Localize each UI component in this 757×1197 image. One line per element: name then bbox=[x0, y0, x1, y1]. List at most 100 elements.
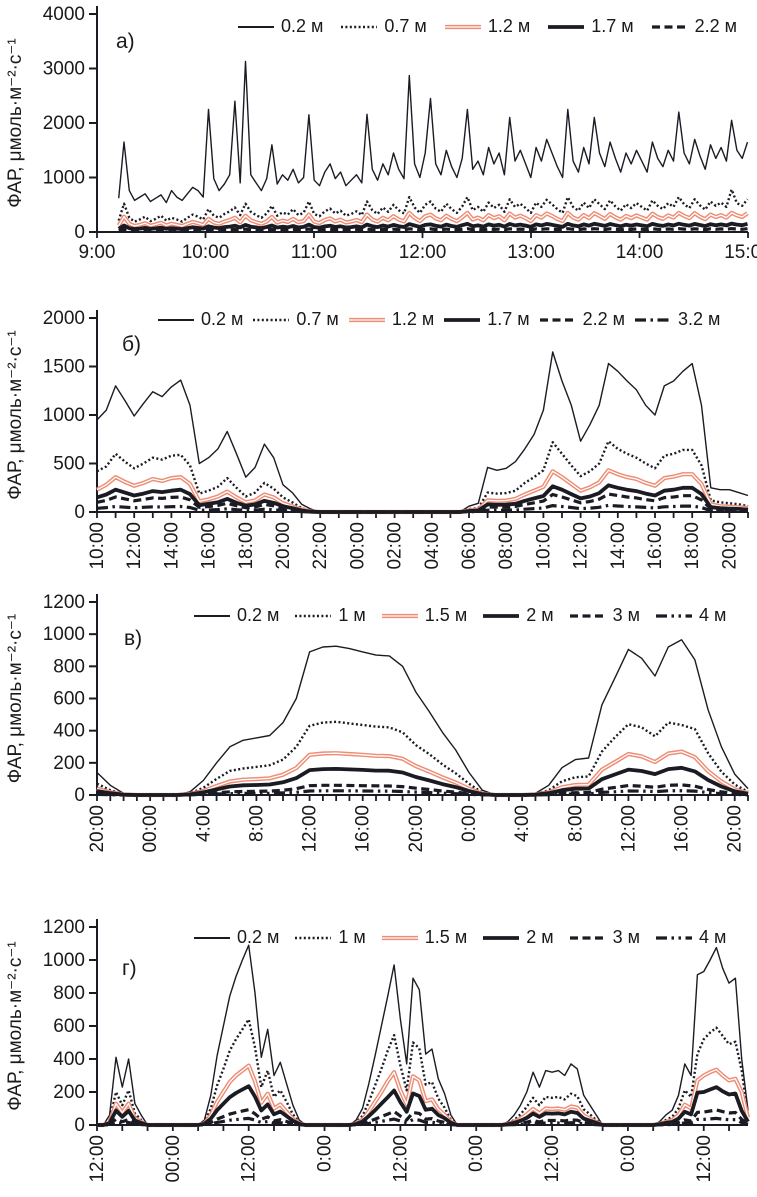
legend-item: 2 м bbox=[481, 605, 554, 626]
legend-swatch-dashed-icon bbox=[569, 613, 606, 618]
legend-label: 1 м bbox=[338, 927, 366, 947]
y-tick-label: 1500 bbox=[43, 357, 85, 378]
x-tick-label: 12:00 bbox=[300, 805, 321, 853]
series-line-core-1.2 м bbox=[118, 212, 748, 227]
series-line-0.2 м bbox=[97, 944, 749, 1126]
legend-label: 1.2 м bbox=[391, 309, 435, 329]
y-tick-label: 800 bbox=[53, 656, 85, 677]
legend-label: 3 м bbox=[612, 605, 640, 625]
y-tick-label: 0 bbox=[74, 785, 85, 806]
x-tick-label: 8:00 bbox=[565, 805, 586, 842]
legend-swatch-thick-icon bbox=[444, 317, 481, 322]
series-line-2 м bbox=[96, 765, 749, 797]
legend-swatch-thick-icon bbox=[548, 24, 585, 29]
x-tick-label: 10:00 bbox=[87, 522, 108, 570]
legend-item: 0.2 м bbox=[192, 927, 279, 948]
legend-label: 1 м bbox=[338, 605, 366, 625]
y-tick-label: 600 bbox=[53, 689, 85, 710]
legend-label: 4 м bbox=[698, 927, 727, 947]
series-line-1.5 м bbox=[97, 1063, 751, 1128]
chart-b-canvas: 0 500 1000 1500 2000 10:00 12:00 14:00 16:00 18:0… bbox=[5, 308, 749, 570]
x-tick-label: 16:00 bbox=[353, 805, 374, 853]
legend-label: 3 м bbox=[612, 927, 640, 947]
x-tick-label: 4:00 bbox=[512, 805, 533, 842]
x-tick-label: 12:00 bbox=[694, 1135, 715, 1183]
x-tick-label: 0:00 bbox=[466, 1135, 487, 1172]
x-tick-label: 4:00 bbox=[193, 805, 214, 842]
x-tick-label: 02:00 bbox=[385, 522, 406, 570]
x-tick-label: 20:00 bbox=[406, 805, 427, 853]
x-tick-label: 12:00 bbox=[239, 1135, 260, 1183]
legend-item: 0.2 м bbox=[156, 309, 243, 330]
legend-swatch-dotted-icon bbox=[295, 614, 332, 617]
x-tick-label: 12:00 bbox=[542, 1135, 563, 1183]
legend-label: 1.7 м bbox=[591, 16, 634, 36]
x-tick-label: 18:00 bbox=[236, 522, 257, 570]
legend-swatch-salmon-icon bbox=[444, 24, 481, 29]
x-tick-label: 14:00 bbox=[161, 522, 182, 570]
x-tick-label: 16:00 bbox=[672, 805, 693, 853]
legend-v: 0.2 м 1 м 1.5 м 2 м 3 м 4 м bbox=[192, 605, 726, 626]
legend-label: 0.2 м bbox=[237, 605, 280, 625]
series-line-2.2 м bbox=[118, 227, 748, 233]
panel-letter-g: г) bbox=[122, 957, 137, 980]
legend-label: 2.2 м bbox=[694, 16, 738, 36]
legend-swatch-thin-icon bbox=[194, 936, 230, 939]
y-tick-label: 400 bbox=[53, 721, 85, 742]
legend-label: 0.7 м bbox=[384, 16, 427, 36]
series-line-0.2 м bbox=[96, 351, 749, 513]
x-tick-label: 06:00 bbox=[459, 522, 480, 570]
y-tick-label: 1000 bbox=[43, 624, 85, 645]
legend-label: 1.5 м bbox=[424, 927, 468, 947]
legend-swatch-thick-icon bbox=[483, 613, 520, 618]
legend-label: 1.5 м bbox=[424, 605, 468, 625]
legend-item: 0.7 м bbox=[251, 309, 339, 330]
y-axis-title: ФАР, μмоль·м⁻²·с⁻¹ bbox=[5, 614, 26, 783]
legend-swatch-salmon-icon bbox=[381, 935, 418, 940]
legend-a: 0.2 м 0.7 м 1.2 м 1.7 м 2.2 м bbox=[236, 16, 737, 37]
series-line-0.2 м bbox=[118, 60, 749, 204]
x-tick-label: 00:00 bbox=[163, 1135, 184, 1183]
x-tick-label: 12:00 bbox=[399, 242, 447, 263]
legend-label: 0.2 м bbox=[237, 927, 280, 947]
y-tick-label: 200 bbox=[53, 1082, 85, 1103]
legend-item: 0.7 м bbox=[339, 16, 427, 37]
x-tick-label: 22:00 bbox=[310, 522, 331, 570]
y-tick-label: 1000 bbox=[43, 950, 85, 971]
legend-item: 0.2 м bbox=[236, 16, 323, 37]
chart-a-canvas: 0 1000 2000 3000 4000 9:00 10:00 11:00 12:00 13:0… bbox=[5, 4, 757, 263]
y-axis-title: ФАР, μмоль·м⁻²·с⁻¹ bbox=[5, 330, 26, 499]
chart-panel-b: б) 0.2 м 0.7 м 1.2 м 1.7 м 2.2 м 3.2 м 0 500 10… bbox=[0, 293, 757, 585]
legend-item: 3 м bbox=[568, 605, 640, 626]
x-tick-label: 04:00 bbox=[422, 522, 443, 570]
legend-label: 3.2 м bbox=[678, 309, 721, 329]
x-tick-label: 8:00 bbox=[246, 805, 267, 842]
legend-item: 1 м bbox=[293, 605, 366, 626]
x-tick-label: 13:00 bbox=[507, 242, 555, 263]
legend-label: 1.7 м bbox=[487, 309, 530, 329]
legend-swatch-dashdotdot-icon bbox=[655, 613, 692, 618]
y-tick-label: 1200 bbox=[43, 592, 85, 613]
legend-label: 0.2 м bbox=[201, 309, 244, 329]
legend-item: 2.2 м bbox=[538, 309, 625, 330]
legend-label: 2 м bbox=[526, 927, 554, 947]
y-tick-label: 200 bbox=[53, 753, 85, 774]
x-tick-label: 16:00 bbox=[645, 522, 666, 570]
legend-swatch-dashdotdot-icon bbox=[655, 935, 692, 940]
legend-swatch-dashdot-icon bbox=[635, 317, 672, 322]
x-tick-label: 00:00 bbox=[140, 805, 161, 853]
series-line-3 м bbox=[96, 783, 749, 797]
legend-item: 1.2 м bbox=[347, 309, 434, 330]
x-tick-label: 10:00 bbox=[533, 522, 554, 570]
legend-item: 2 м bbox=[481, 927, 554, 948]
series-line-1 м bbox=[96, 720, 749, 797]
x-tick-label: 15:00 bbox=[724, 242, 757, 263]
y-tick-label: 500 bbox=[53, 454, 85, 475]
legend-b: 0.2 м 0.7 м 1.2 м 1.7 м 2.2 м 3.2 м bbox=[156, 309, 720, 330]
series-line-2.2 м bbox=[96, 492, 749, 514]
x-tick-label: 0:00 bbox=[315, 1135, 336, 1172]
x-tick-label: 12:00 bbox=[390, 1135, 411, 1183]
legend-label: 4 м bbox=[698, 605, 727, 625]
x-tick-label: 20:00 bbox=[273, 522, 294, 570]
